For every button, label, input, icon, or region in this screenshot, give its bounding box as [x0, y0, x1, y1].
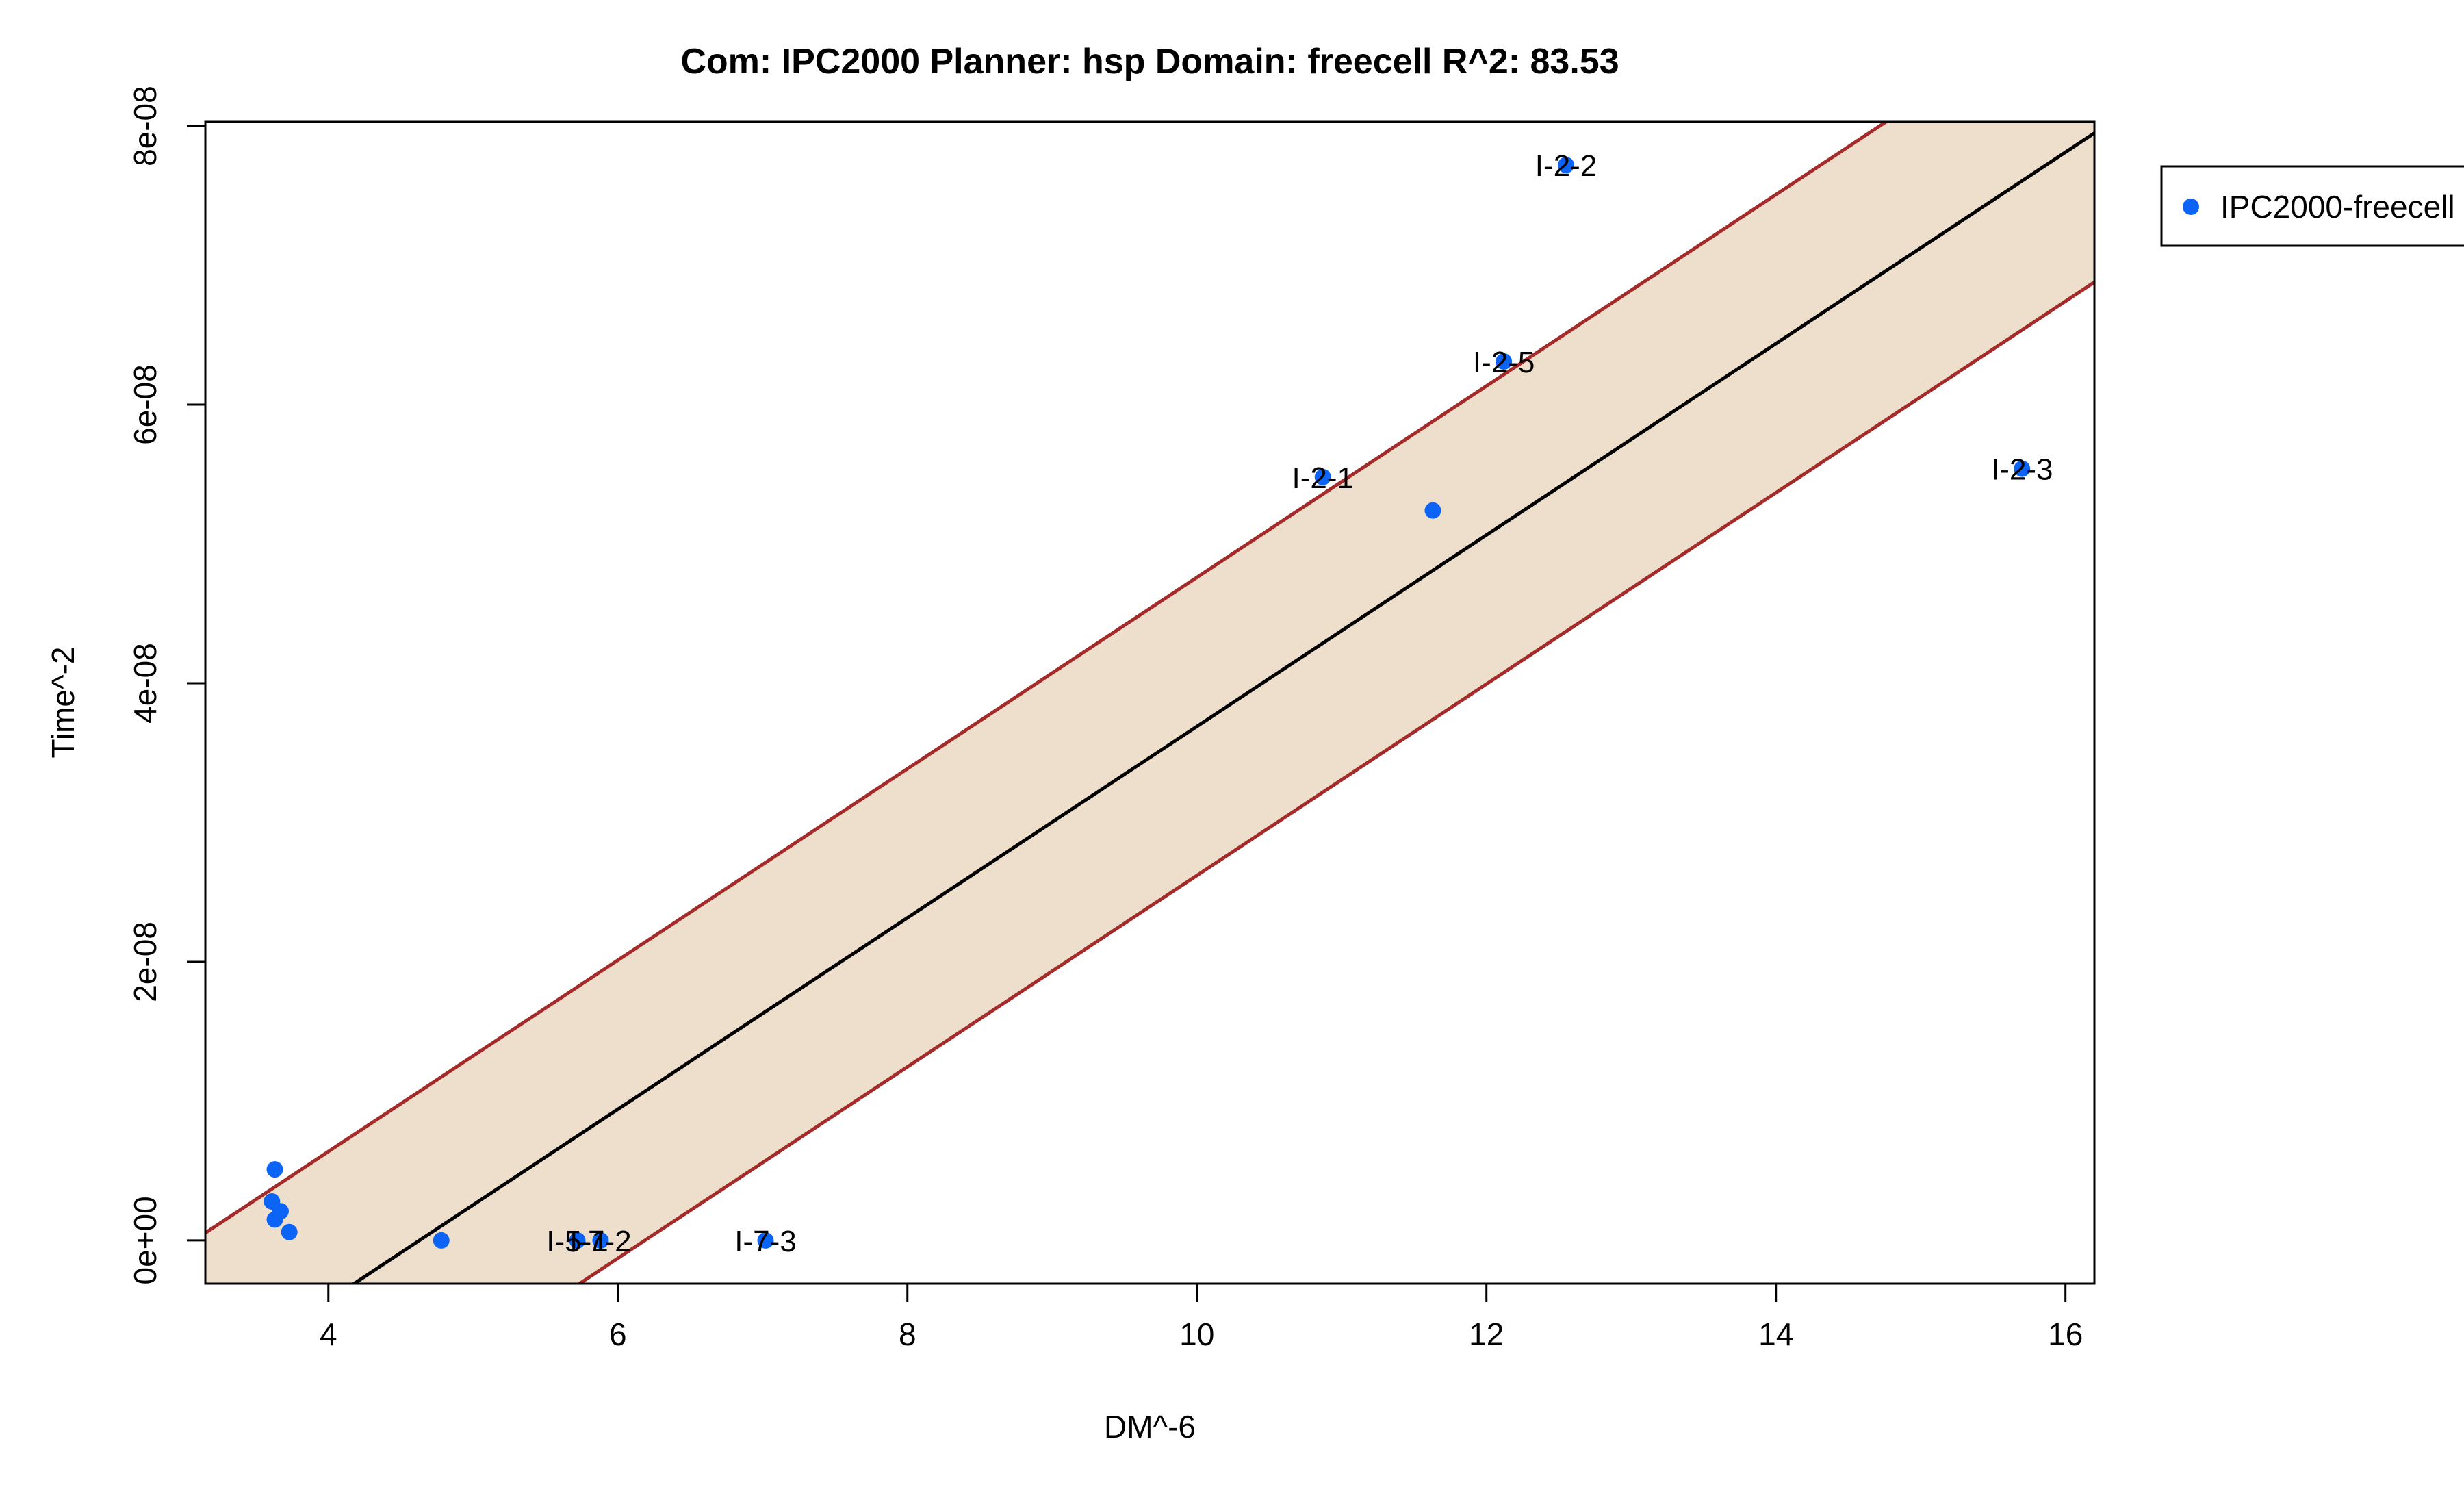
x-tick-label: 12 [1469, 1316, 1504, 1352]
point-label: I-2-1 [1292, 461, 1353, 495]
data-point [433, 1232, 450, 1249]
data-point [266, 1211, 283, 1228]
y-tick-label: 8e-08 [127, 86, 163, 166]
y-axis: 0e+00 2e-08 4e-08 6e-08 8e-08 [127, 86, 207, 1285]
data-point [1314, 468, 1331, 485]
x-axis-label: DM^-6 [1104, 1409, 1196, 1445]
data-point [1558, 157, 1575, 174]
y-tick-label: 2e-08 [127, 921, 163, 1002]
y-tick-label: 4e-08 [127, 643, 163, 724]
data-point [1424, 502, 1441, 519]
data-point [266, 1161, 283, 1178]
data-point [1496, 353, 1513, 370]
confidence-band [205, 122, 2094, 1284]
legend: IPC2000-freecell [2160, 165, 2464, 247]
x-tick-label: 16 [2048, 1316, 2083, 1352]
legend-box [2160, 165, 2464, 247]
data-point [757, 1232, 774, 1249]
band-upper-line [205, 122, 1889, 1235]
data-points [264, 157, 2031, 1249]
data-point [592, 1232, 609, 1249]
data-point [281, 1223, 298, 1240]
fit-line [350, 131, 2094, 1284]
data-point [569, 1232, 586, 1249]
band-fill [205, 122, 2094, 1284]
point-labels: I-2-2 I-2-5 I-2-1 I-2-3 I-5-1I-7-2 I-7-3 [546, 149, 2053, 1258]
point-label: I-2-2 [1535, 149, 1597, 183]
point-label: I-7-2 [569, 1225, 631, 1258]
chart-title: Com: IPC2000 Planner: hsp Domain: freece… [680, 42, 1619, 81]
point-label: I-7-3 [734, 1225, 796, 1258]
point-label: I-2-3 [1991, 453, 2053, 487]
band-lower-line [576, 281, 2094, 1284]
data-point [2014, 460, 2031, 477]
regression-line [350, 131, 2094, 1284]
x-tick-label: 14 [1758, 1316, 1793, 1352]
y-tick-label: 6e-08 [127, 364, 163, 445]
x-tick-label: 10 [1179, 1316, 1214, 1352]
legend-label: IPC2000-freecell [2220, 189, 2455, 225]
legend-marker [2183, 199, 2199, 215]
x-tick-label: 8 [899, 1316, 916, 1352]
x-tick-label: 6 [609, 1316, 627, 1352]
x-tick-label: 4 [320, 1316, 337, 1352]
x-axis: 4 6 8 10 12 14 16 [320, 1282, 2083, 1352]
y-tick-label: 0e+00 [127, 1196, 163, 1284]
point-label: I-5-1 [546, 1225, 608, 1258]
point-label: I-2-5 [1473, 346, 1535, 379]
y-axis-label: Time^-2 [45, 647, 81, 759]
